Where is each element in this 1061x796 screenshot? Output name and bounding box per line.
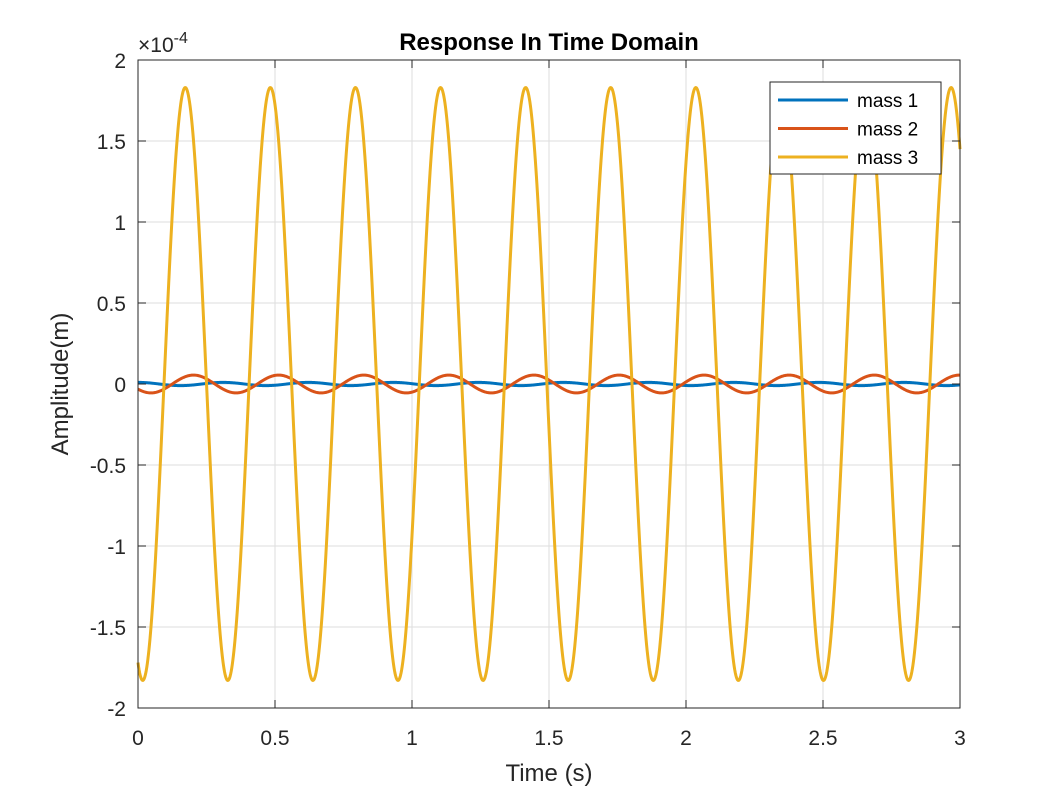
- chart-title: Response In Time Domain: [399, 29, 699, 56]
- y-axis-label: Amplitude(m): [47, 313, 74, 456]
- series-lines: [136, 86, 962, 682]
- legend-entry-label: mass 1: [857, 91, 918, 112]
- y-exponent-power: -4: [174, 30, 188, 47]
- x-tick-labels: 0 0.5 1 1.5 2 2.5 3: [132, 727, 966, 750]
- x-tick-label: 1: [406, 727, 418, 750]
- x-tick-label: 2.5: [808, 727, 837, 750]
- x-axis-label: Time (s): [505, 760, 592, 787]
- x-tick-label: 3: [954, 727, 966, 750]
- series-line-3: [136, 86, 962, 682]
- tick-marks: [137, 59, 961, 709]
- legend-items: mass 1 mass 2 mass 3: [778, 91, 918, 169]
- series-line-2: [137, 373, 961, 395]
- y-tick-label: 0: [114, 374, 126, 397]
- x-tick-label: 1.5: [534, 727, 563, 750]
- y-tick-label: 0.5: [97, 293, 126, 316]
- y-tick-label: -2: [107, 698, 126, 721]
- y-tick-label: -1: [107, 536, 126, 559]
- legend: mass 1 mass 2 mass 3: [769, 81, 942, 175]
- legend-entry-label: mass 2: [857, 120, 918, 141]
- x-tick-label: 0.5: [260, 727, 289, 750]
- y-tick-label: 2: [114, 50, 126, 73]
- y-tick-label: -1.5: [90, 617, 126, 640]
- y-tick-label: -0.5: [90, 455, 126, 478]
- y-tick-labels: -2 -1.5 -1 -0.5 0 0.5 1 1.5 2: [90, 50, 126, 721]
- series-line-1: [137, 380, 961, 388]
- y-tick-label: 1.5: [97, 131, 126, 154]
- y-exponent-base: ×10: [138, 34, 174, 57]
- x-tick-label: 0: [132, 727, 144, 750]
- y-exponent-label: ×10-4: [138, 30, 188, 57]
- legend-entry-label: mass 3: [857, 148, 918, 169]
- x-tick-label: 2: [680, 727, 692, 750]
- y-tick-label: 1: [114, 212, 126, 235]
